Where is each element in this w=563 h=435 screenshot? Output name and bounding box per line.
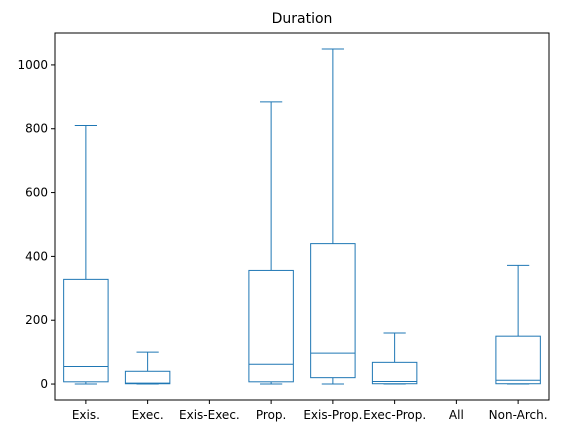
x-tick-label: Exis-Prop. <box>303 408 362 422</box>
y-axis: 0 200 400 600 800 1000 <box>17 58 55 391</box>
x-tick-label: Exec. <box>132 408 164 422</box>
box-exis-prop <box>311 49 355 384</box>
y-tick-label: 1000 <box>17 58 48 72</box>
x-axis: Exis. Exec. Exis-Exec. Prop. Exis-Prop. Exec-… <box>72 400 548 422</box>
boxes-layer <box>64 49 541 384</box>
x-tick-label: Exis-Exec. <box>179 408 240 422</box>
y-tick-label: 200 <box>25 313 48 327</box>
x-tick-label: Prop. <box>256 408 286 422</box>
iqr-box <box>249 270 293 381</box>
iqr-box <box>372 362 416 383</box>
x-tick-label: Exis. <box>72 408 100 422</box>
box-exec-prop <box>372 333 416 384</box>
x-tick-label: Non-Arch. <box>489 408 548 422</box>
iqr-box <box>496 336 540 384</box>
box-exis <box>64 126 108 384</box>
x-tick-label: Exec-Prop. <box>363 408 426 422</box>
box-prop <box>249 102 293 384</box>
y-tick-label: 0 <box>40 377 48 391</box>
y-tick-label: 400 <box>25 249 48 263</box>
iqr-box <box>125 371 169 383</box>
plot-frame <box>55 33 549 400</box>
box-exec <box>125 352 169 384</box>
iqr-box <box>311 244 355 378</box>
box-non-arch <box>496 265 540 384</box>
y-tick-label: 800 <box>25 122 48 136</box>
x-tick-label: All <box>449 408 464 422</box>
y-tick-label: 600 <box>25 186 48 200</box>
chart-title: Duration <box>272 11 333 27</box>
